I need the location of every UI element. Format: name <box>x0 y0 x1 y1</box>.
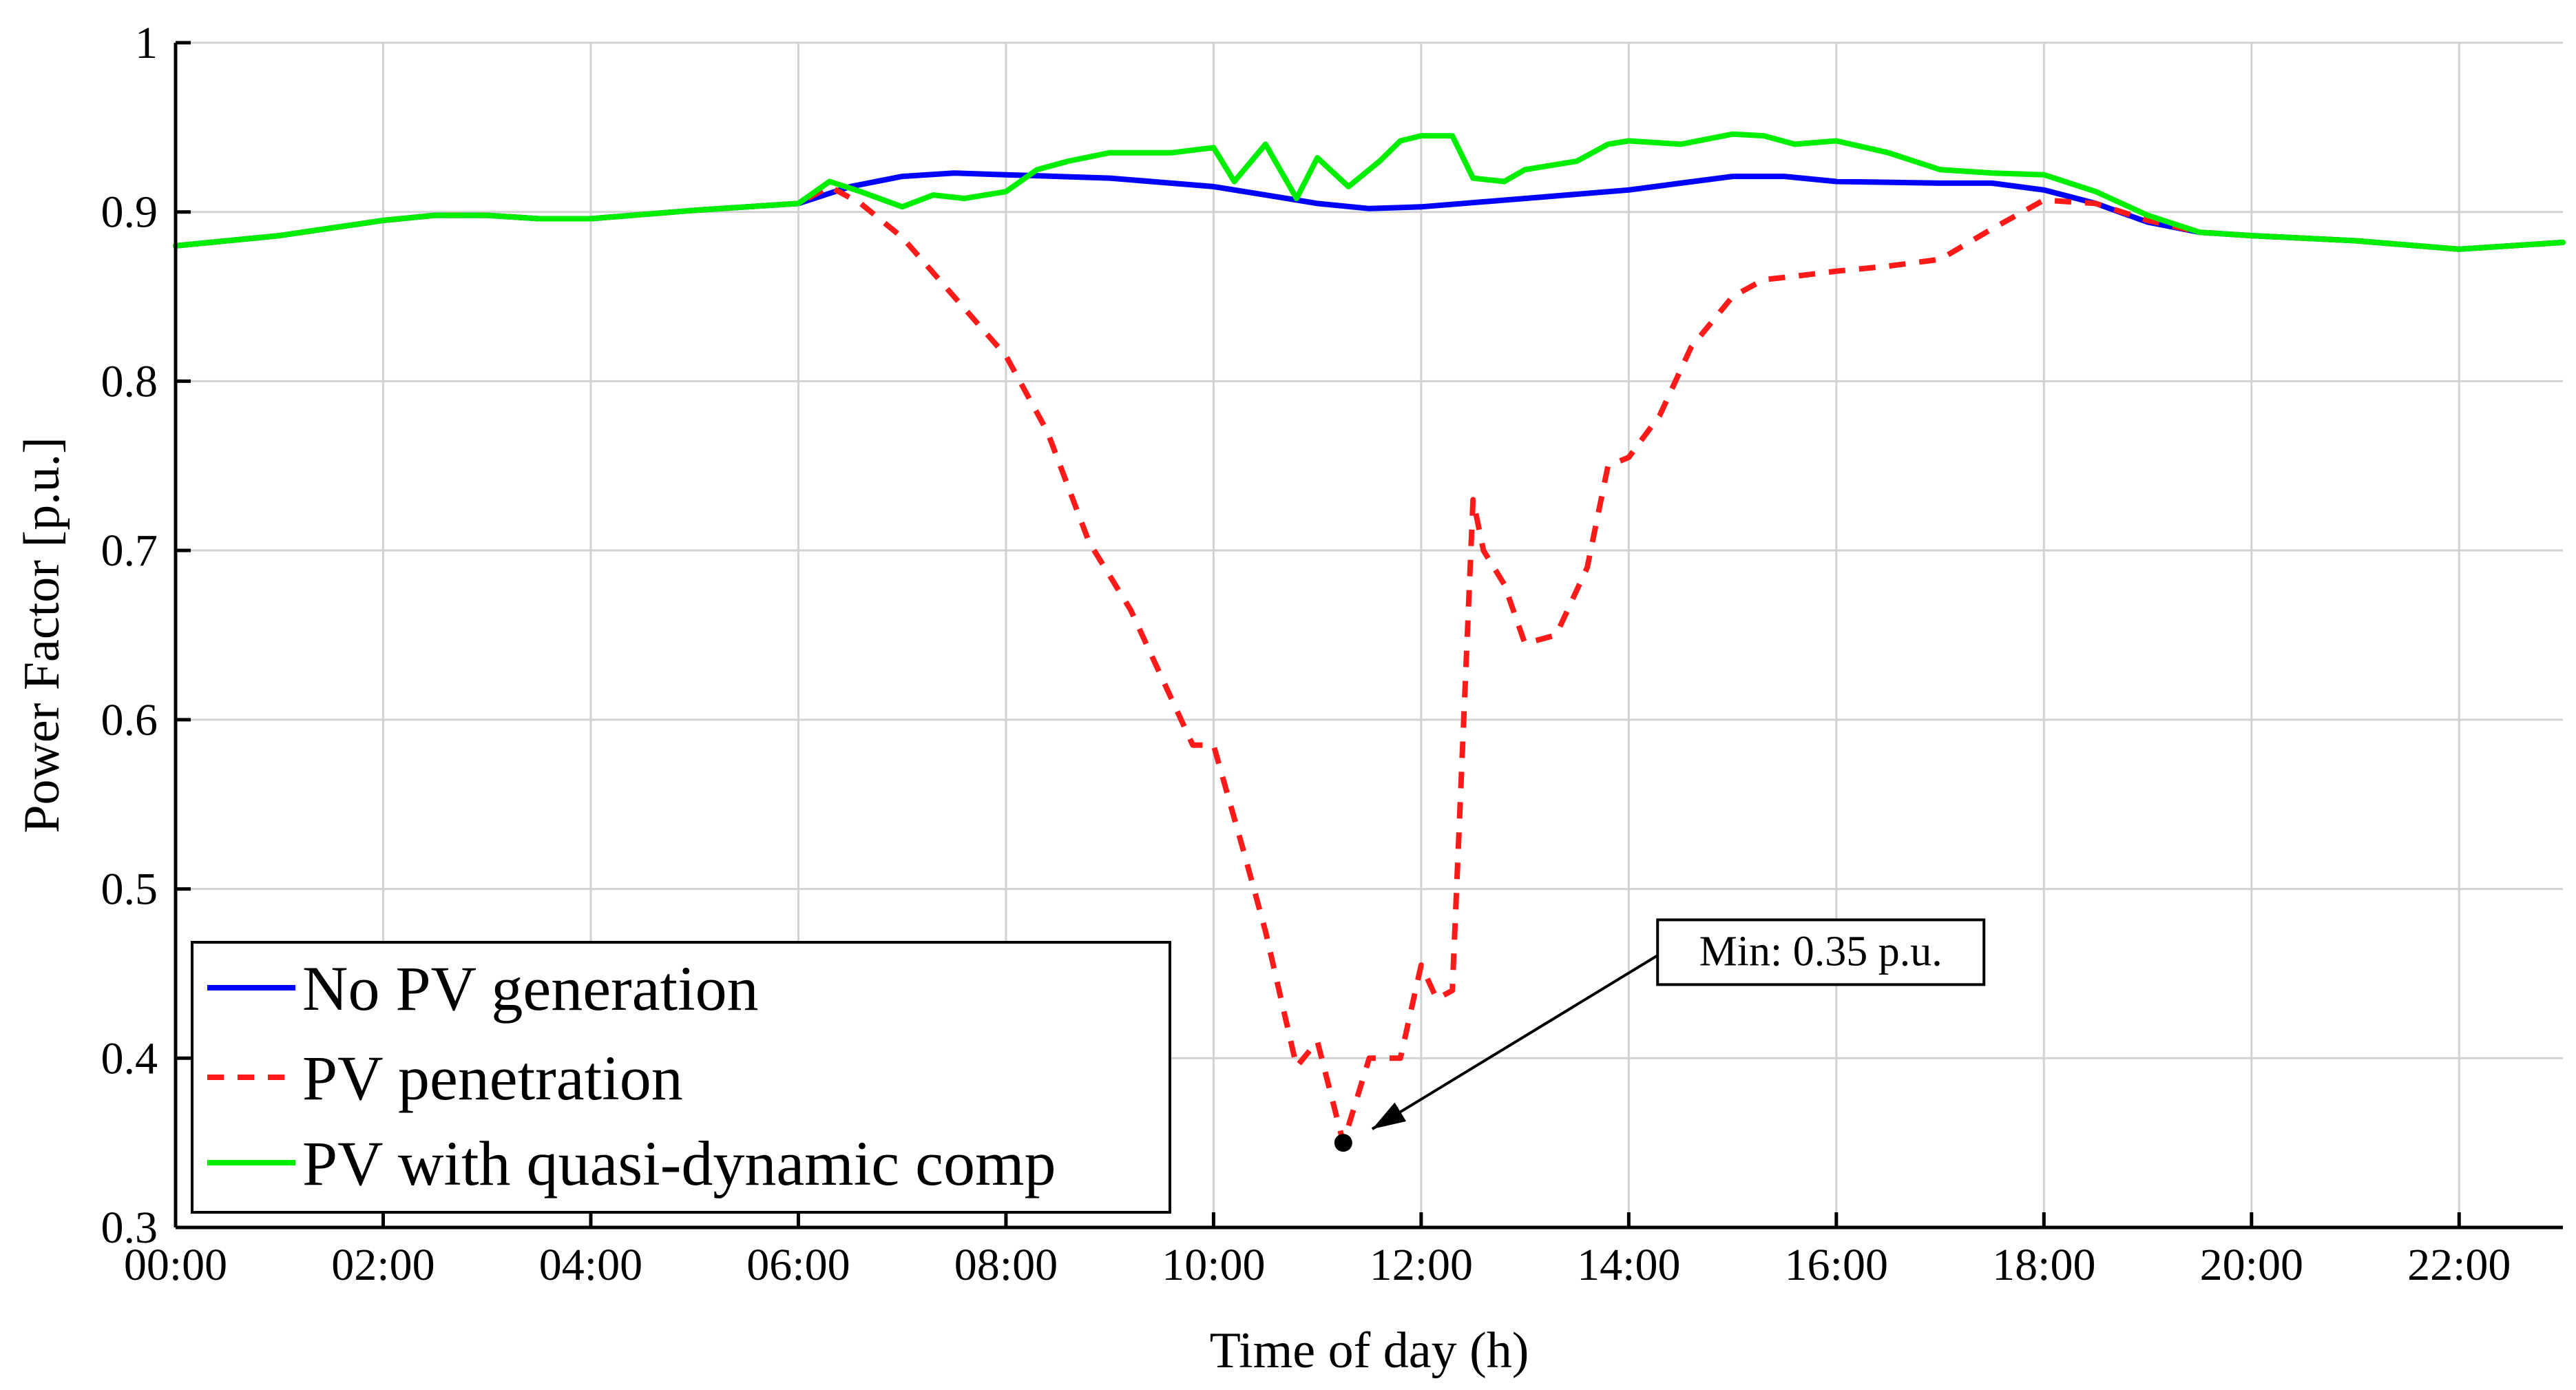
x-tick-label: 02:00 <box>331 1240 434 1290</box>
legend-label: PV with quasi-dynamic comp <box>302 1128 1056 1199</box>
x-tick-label: 10:00 <box>1162 1240 1265 1290</box>
y-tick-label: 0.7 <box>101 526 158 576</box>
annotation-arrow-head <box>1372 1102 1407 1130</box>
x-tick-label: 18:00 <box>1992 1240 2095 1290</box>
y-tick-label: 0.3 <box>101 1203 158 1253</box>
series-group <box>173 131 2566 1146</box>
x-tick-label: 08:00 <box>954 1240 1058 1290</box>
x-tick-label: 04:00 <box>539 1240 642 1290</box>
x-axis-title: Time of day (h) <box>1210 1322 1529 1379</box>
legend: No PV generation PV penetration PV with qu… <box>191 941 1171 1214</box>
y-tick-label: 0.4 <box>101 1033 158 1083</box>
legend-label: PV penetration <box>302 1043 683 1113</box>
x-tick-label: 22:00 <box>2407 1240 2511 1290</box>
y-axis-title: Power Factor [p.u.] <box>14 437 70 833</box>
y-tick-label: 0.9 <box>101 187 158 238</box>
annotation-arrow-line <box>1371 954 1659 1130</box>
series-line-pv-penetration <box>175 183 2564 1146</box>
y-tick-label: 0.8 <box>101 356 158 406</box>
legend-box <box>191 941 1171 1214</box>
x-tick-label: 12:00 <box>1370 1240 1473 1290</box>
y-tick-label: 1 <box>135 18 158 68</box>
annotation: Min: 0.35 p.u. <box>1334 918 1986 1152</box>
y-tick-label: 0.6 <box>101 695 158 745</box>
annotation-label: Min: 0.35 p.u. <box>1699 928 1943 975</box>
axes: 00:00 02:00 04:00 06:00 08:00 10:00 12:00 14:00… <box>101 18 2563 1290</box>
grid <box>176 41 2563 1227</box>
min-point-marker <box>1334 1134 1352 1152</box>
x-tick-label: 16:00 <box>1785 1240 1888 1290</box>
x-tick-label: 14:00 <box>1577 1240 1680 1290</box>
y-tick-label: 0.5 <box>101 864 158 915</box>
x-tick-label: 06:00 <box>746 1240 850 1290</box>
legend-label: No PV generation <box>302 953 759 1024</box>
x-tick-label: 00:00 <box>124 1240 227 1290</box>
x-tick-label: 20:00 <box>2200 1240 2303 1290</box>
annotation-box <box>1656 918 1986 986</box>
series-line-pv-with-quasi-dynamic-comp <box>173 131 2566 252</box>
